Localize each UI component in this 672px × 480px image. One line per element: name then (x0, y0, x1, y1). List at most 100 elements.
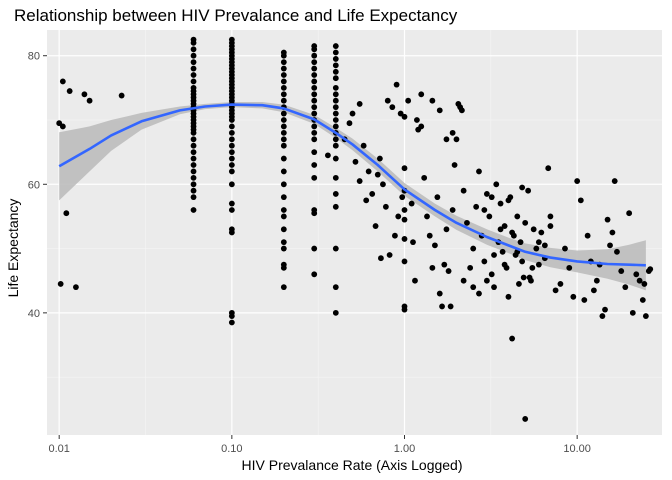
data-point (311, 59, 318, 66)
data-point (641, 281, 648, 287)
data-point (280, 239, 287, 246)
data-point (577, 197, 584, 204)
x-tick-label: 0.01 (48, 443, 69, 455)
data-point (280, 117, 287, 123)
data-point (481, 258, 488, 265)
data-point (622, 284, 629, 291)
data-point (581, 297, 588, 303)
data-point (311, 136, 318, 143)
plot-panel (47, 30, 662, 435)
data-point (228, 200, 235, 207)
data-point (483, 277, 490, 284)
data-point (280, 284, 287, 291)
data-point (460, 277, 467, 284)
chart-title: Relationship between HIV Prevalance and … (14, 6, 458, 25)
data-point (501, 223, 508, 229)
data-point (545, 165, 552, 172)
data-point (190, 181, 197, 188)
data-point (325, 152, 331, 159)
data-point (389, 104, 396, 111)
data-point (190, 174, 197, 181)
data-point (332, 284, 339, 291)
data-point (311, 52, 318, 59)
data-point (547, 223, 554, 229)
data-point (228, 168, 235, 175)
data-point (541, 242, 548, 249)
data-point (280, 65, 287, 72)
data-point (380, 181, 386, 188)
data-point (483, 191, 490, 197)
data-point (332, 104, 339, 111)
data-point (332, 68, 339, 75)
data-point (190, 129, 197, 136)
data-point (647, 266, 654, 273)
data-point (639, 297, 646, 303)
data-point (332, 91, 339, 98)
data-point (399, 194, 406, 201)
data-point (493, 181, 500, 188)
data-point (332, 191, 339, 197)
data-point (311, 104, 318, 111)
data-point (607, 242, 613, 249)
data-point (332, 75, 339, 82)
data-point (311, 245, 318, 252)
data-point (66, 88, 73, 94)
data-point (570, 293, 577, 300)
data-point (190, 78, 197, 85)
data-point (401, 165, 408, 172)
data-point (525, 187, 532, 194)
data-point (547, 213, 554, 220)
data-point (453, 136, 460, 143)
data-point (401, 113, 408, 120)
data-point (447, 303, 454, 310)
data-point (228, 162, 235, 168)
data-point (280, 59, 287, 66)
data-point (526, 274, 533, 281)
data-point (228, 136, 235, 143)
data-point (280, 168, 287, 175)
y-axis-ticks: 40 60 80 (28, 51, 47, 320)
y-tick-label: 40 (28, 308, 40, 320)
data-point (516, 281, 522, 287)
data-point (538, 229, 545, 236)
data-point (228, 142, 235, 149)
data-point (280, 181, 287, 188)
data-point (408, 200, 415, 207)
data-point (584, 232, 591, 239)
data-point (332, 97, 339, 104)
data-point (311, 210, 318, 217)
data-point (356, 101, 363, 107)
data-point (530, 226, 537, 233)
data-point (332, 142, 339, 149)
data-point (311, 78, 318, 85)
data-point (280, 264, 287, 271)
data-point (332, 117, 339, 123)
data-point (382, 203, 389, 210)
y-axis-title: Life Expectancy (5, 199, 21, 298)
data-point (332, 203, 339, 210)
data-point (449, 129, 456, 136)
data-point (332, 43, 339, 49)
data-point (395, 213, 402, 220)
data-point (311, 72, 318, 78)
data-point (280, 207, 287, 213)
data-point (529, 264, 536, 271)
data-point (332, 56, 339, 62)
data-point (520, 274, 527, 281)
data-point (311, 162, 318, 168)
x-axis-ticks: 0.01 0.10 1.00 10.00 (48, 435, 591, 455)
data-point (190, 168, 197, 175)
data-point (451, 162, 458, 168)
data-point (280, 226, 287, 233)
data-point (633, 271, 640, 278)
data-point (491, 284, 497, 291)
data-point (356, 178, 363, 184)
data-point (372, 223, 379, 229)
data-point (599, 313, 606, 319)
data-point (470, 245, 477, 252)
data-point (59, 78, 66, 85)
data-point (401, 236, 408, 242)
data-point (190, 72, 197, 78)
data-point (470, 284, 477, 291)
y-tick-label: 80 (28, 51, 40, 63)
